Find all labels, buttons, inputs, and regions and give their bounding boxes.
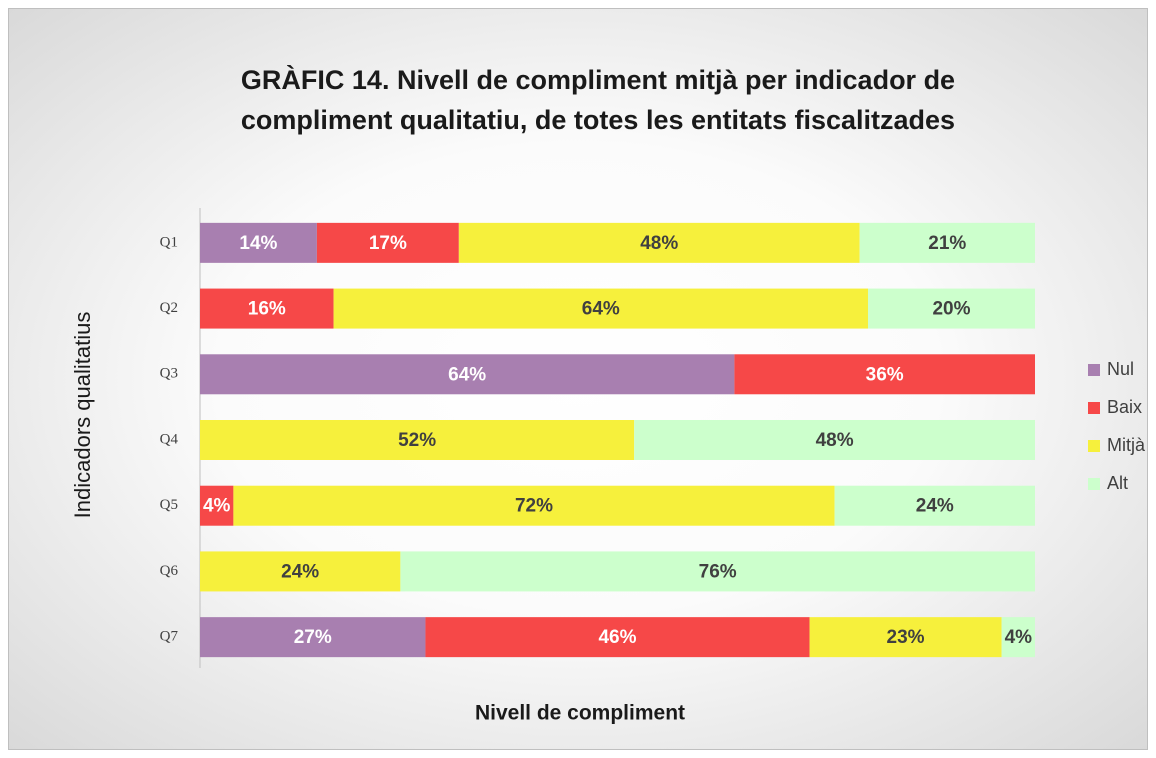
y-tick-label: Q7 (160, 629, 179, 645)
legend-swatch (1088, 364, 1100, 376)
data-label: 16% (248, 299, 286, 320)
data-label: 17% (369, 233, 407, 254)
chart-title: GRÀFIC 14. Nivell de compliment mitjà pe… (240, 65, 956, 135)
data-label: 4% (203, 496, 231, 517)
bar-segment (316, 222, 459, 263)
legend-swatch (1088, 402, 1100, 414)
bar-segment (1001, 617, 1035, 658)
data-label: 72% (515, 496, 553, 517)
bar-segment (634, 420, 1035, 460)
data-label: 27% (294, 627, 332, 648)
data-label: 76% (699, 561, 737, 582)
bar-segment (458, 222, 860, 263)
bar-segment (200, 354, 735, 395)
data-label: 36% (866, 364, 904, 385)
legend-label: Nul (1107, 359, 1134, 379)
y-tick-label: Q2 (160, 300, 178, 316)
data-label: 46% (598, 627, 636, 648)
bar-segment (400, 551, 1035, 592)
legend-swatch (1088, 440, 1100, 452)
y-tick-label: Q3 (160, 366, 178, 382)
data-label: 48% (816, 430, 854, 451)
bar-segment (859, 222, 1035, 263)
legend-label: Baix (1107, 397, 1142, 417)
y-tick-label: Q6 (160, 563, 179, 579)
bar-segment (233, 485, 835, 526)
data-label: 4% (1005, 627, 1033, 648)
x-axis-title: Nivell de compliment (475, 702, 685, 725)
bar-segment (809, 617, 1002, 658)
bar-segment (834, 485, 1035, 526)
legend-swatch (1088, 478, 1100, 490)
legend-label: Alt (1107, 473, 1128, 493)
data-label: 21% (928, 233, 966, 254)
bar-segment (200, 222, 317, 263)
y-tick-label: Q5 (160, 497, 178, 513)
bar-segment (200, 420, 635, 460)
bar-segment (200, 551, 401, 592)
data-label: 23% (887, 627, 925, 648)
y-tick-label: Q1 (160, 234, 178, 250)
bar-segment (333, 288, 869, 329)
bar-segment (200, 485, 234, 526)
data-label: 24% (916, 496, 954, 517)
data-label: 64% (448, 364, 486, 385)
bar-segment (425, 617, 810, 658)
data-label: 52% (398, 430, 436, 451)
data-label: 48% (640, 233, 678, 254)
legend-label: Mitjà (1107, 435, 1146, 455)
data-label: 20% (932, 299, 970, 320)
data-label: 24% (281, 561, 319, 582)
data-label: 64% (582, 299, 620, 320)
y-axis-title: Indicadors qualitatius (70, 312, 95, 519)
bar-segment (868, 288, 1035, 329)
data-label: 14% (239, 233, 277, 254)
bar-segment (734, 354, 1035, 395)
bar-segment (200, 617, 426, 658)
bar-segment (200, 288, 334, 329)
y-tick-label: Q4 (160, 431, 179, 447)
